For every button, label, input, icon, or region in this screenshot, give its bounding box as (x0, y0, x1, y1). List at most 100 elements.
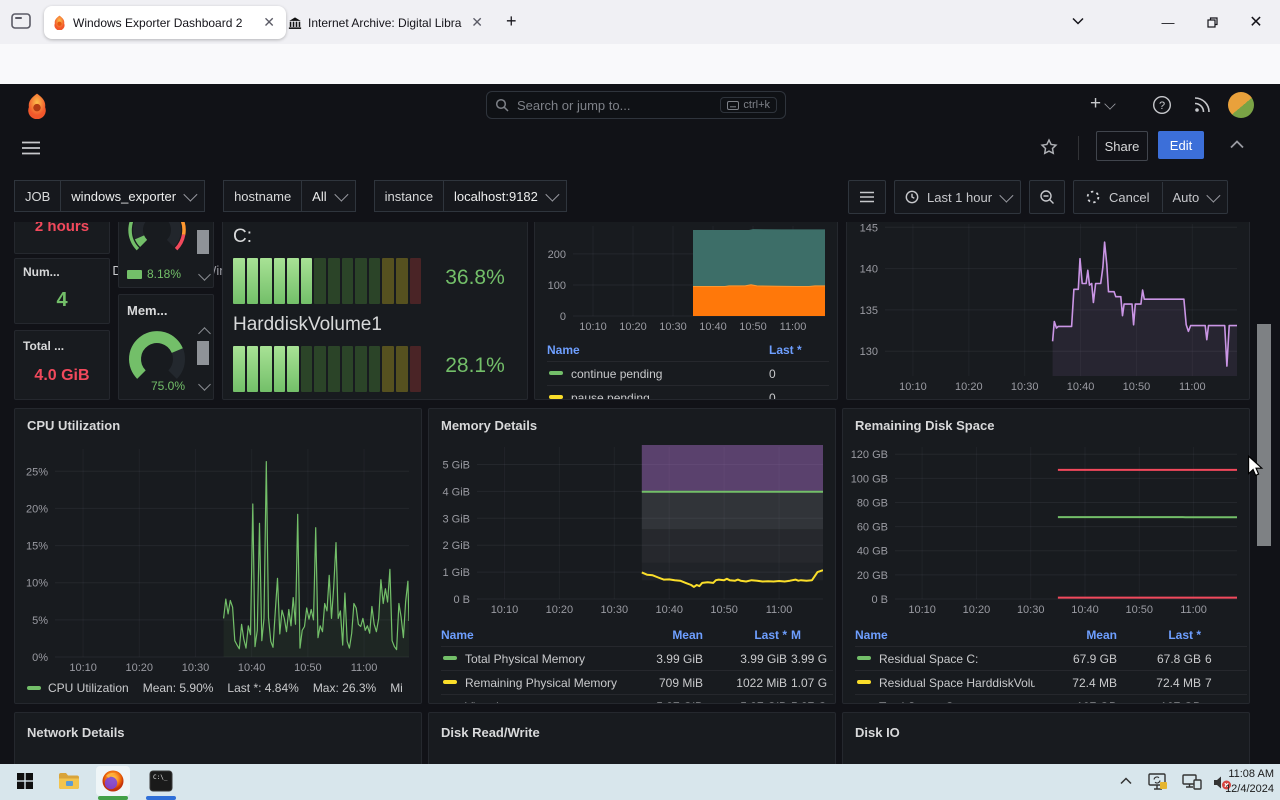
tab-close-icon[interactable]: ✕ (471, 14, 483, 30)
disk-usage-value: 36.8% (445, 266, 505, 289)
memory-details-panel[interactable]: Memory Details 10:10 10:20 10:30 10:40 10:50… (428, 408, 836, 704)
panel-scrollbar[interactable] (197, 341, 209, 365)
svg-text:1 GiB: 1 GiB (442, 567, 470, 579)
file-explorer-button[interactable] (52, 766, 86, 796)
tray-display-sync-icon[interactable] (1148, 773, 1168, 791)
disk-io-panel[interactable]: Disk IO (842, 712, 1250, 764)
legend-swatch (857, 680, 871, 685)
legend-row[interactable]: Residual Space HarddiskVolume172.4 MB72.… (855, 670, 1247, 694)
firefox-view-button[interactable] (10, 11, 32, 31)
variable-instance-select[interactable]: localhost:9182 (443, 180, 567, 212)
new-tab-button[interactable]: + (506, 11, 517, 31)
memory-chart[interactable]: 10:10 10:20 10:30 10:40 10:50 11:00 0 B 1 GiB 2 … (435, 445, 831, 619)
svg-text:2 GiB: 2 GiB (442, 540, 470, 552)
tab-list-chevron-icon[interactable] (1072, 17, 1084, 25)
share-button[interactable]: Share (1096, 131, 1148, 161)
window-maximize-button[interactable] (1190, 0, 1234, 44)
collapse-chevron-icon[interactable] (1230, 140, 1244, 149)
panel-legend[interactable]: Name Mean Last * M Total Physical Memory 3.99… (441, 623, 833, 703)
gauge-panel-memory[interactable]: Mem... 75.0% (118, 294, 214, 400)
panel-title: Total ... (23, 339, 65, 353)
variable-job-select[interactable]: windows_exporter (60, 180, 206, 212)
legend-row[interactable]: Residual Space C: 67.9 GB 67.8 GB 6 (855, 646, 1247, 670)
svg-text:200: 200 (548, 249, 566, 261)
cancel-refresh-button[interactable]: Cancel (1074, 190, 1161, 205)
disk-usage-panel[interactable]: C: 36.8% HarddiskVolume1 28.1% (222, 222, 528, 400)
network-details-panel[interactable]: Network Details (14, 712, 422, 764)
disk-space-panel[interactable]: Remaining Disk Space 10:10 10:20 10:30 10:4… (842, 408, 1250, 704)
legend-row[interactable]: pause pending 0 (547, 385, 829, 399)
disk-readwrite-panel[interactable]: Disk Read/Write (428, 712, 836, 764)
start-button[interactable] (8, 766, 42, 796)
panel-legend[interactable]: Name Mean Last * Residual Space C: 67.9 GB 67… (855, 623, 1247, 703)
user-avatar[interactable] (1228, 92, 1254, 118)
browser-tab-active[interactable]: Windows Exporter Dashboard 2 ✕ (44, 6, 286, 39)
terminal-active-indicator (146, 796, 176, 800)
led-segment (314, 346, 327, 392)
cpu-utilization-panel[interactable]: CPU Utilization 10:10 10:20 10:30 10:40 10:5… (14, 408, 422, 704)
svg-text:10:40: 10:40 (1071, 604, 1099, 616)
add-button[interactable]: + (1090, 94, 1116, 113)
legend-row[interactable]: Remaining Physical Memory 709 MiB 1022 MiB… (441, 670, 833, 694)
grafana-logo[interactable] (24, 92, 50, 119)
favorite-star-icon[interactable] (1040, 138, 1058, 156)
panel-scrollbar[interactable] (197, 230, 209, 254)
svg-text:10:10: 10:10 (69, 662, 97, 674)
firefox-taskbar-button[interactable] (96, 766, 130, 796)
help-icon[interactable]: ? (1152, 95, 1172, 115)
tab-close-icon[interactable]: ✕ (263, 14, 275, 30)
led-segment (260, 258, 272, 304)
services-panel[interactable]: 10:10 10:20 10:30 10:40 10:50 11:00 0 100 200 Na… (534, 222, 838, 400)
window-minimize-button[interactable]: — (1161, 14, 1175, 30)
terminal-taskbar-button[interactable]: C:\_ (144, 766, 178, 796)
stat-panel-num[interactable]: Num... 4 (14, 258, 110, 324)
legend-swatch (443, 656, 457, 661)
mega-menu-icon[interactable] (22, 141, 40, 155)
taskbar-clock[interactable]: 11:08 AM 12/4/2024 (1225, 767, 1274, 797)
threads-panel[interactable]: 10:10 10:20 10:30 10:40 10:50 11:00 130 135 140 1… (846, 222, 1250, 400)
svg-text:11:00: 11:00 (766, 604, 793, 616)
legend-row[interactable]: Total Physical Memory 3.99 GiB 3.99 GiB 3.9… (441, 646, 833, 670)
time-range-picker[interactable]: Last 1 hour (894, 180, 1022, 214)
zoom-out-icon[interactable] (1029, 180, 1066, 214)
legend-row[interactable]: continue pending 0 (547, 361, 829, 385)
window-close-button[interactable]: ✕ (1249, 14, 1263, 31)
services-chart[interactable]: 10:10 10:20 10:30 10:40 10:50 11:00 0 100 200 (541, 224, 833, 336)
cpu-chart[interactable]: 10:10 10:20 10:30 10:40 10:50 11:00 0% 5% 10% 15%… (21, 445, 417, 677)
panel-title: Mem... (127, 303, 168, 318)
svg-text:130: 130 (860, 346, 878, 358)
led-segment (260, 346, 272, 392)
tray-chevron-up-icon[interactable] (1120, 777, 1132, 785)
panel-title: Disk Read/Write (441, 725, 540, 740)
panel-rows-icon[interactable] (848, 180, 886, 214)
chevron-down-icon[interactable] (198, 268, 211, 281)
cpu-legend[interactable]: CPU Utilization Mean: 5.90% Last *: 4.84… (27, 681, 417, 695)
svg-text:135: 135 (860, 305, 878, 317)
gauge-panel-1[interactable]: 8.18% (118, 222, 214, 288)
disk-space-chart[interactable]: 10:10 10:20 10:30 10:40 10:50 11:00 0 B 20 GB 40… (849, 445, 1245, 619)
gauge-value: 75.0% (151, 379, 186, 393)
svg-text:4 GiB: 4 GiB (442, 486, 470, 498)
news-icon[interactable] (1192, 95, 1212, 115)
svg-text:10:20: 10:20 (963, 604, 991, 616)
refresh-interval-select[interactable]: Auto (1163, 188, 1228, 205)
threads-chart[interactable]: 10:10 10:20 10:30 10:40 10:50 11:00 130 135 140 1… (853, 222, 1245, 396)
page-scrollbar-thumb[interactable] (1257, 324, 1271, 546)
browser-tab-2[interactable]: Internet Archive: Digital Library ✕ (280, 6, 494, 39)
svg-text:0 B: 0 B (871, 594, 888, 606)
edit-button[interactable]: Edit (1158, 131, 1204, 159)
stat-panel-total[interactable]: Total ... 4.0 GiB (14, 330, 110, 400)
chevron-down-icon (333, 187, 349, 202)
led-segment (246, 346, 259, 392)
stat-panel-uptime[interactable]: 2 hours (14, 222, 110, 254)
search-input[interactable]: Search or jump to... ctrl+k (486, 91, 786, 119)
svg-text:10:10: 10:10 (579, 321, 607, 333)
panel-legend[interactable]: Name Last * continue pending 0 pause pending… (547, 338, 829, 399)
tray-volume-muted-icon[interactable] (1212, 774, 1232, 791)
legend-row[interactable]: Total Space C:107 GB107 GB (855, 694, 1247, 703)
panel-title: Network Details (27, 725, 125, 740)
led-bar-gauge (233, 258, 422, 304)
variable-hostname-select[interactable]: All (301, 180, 356, 212)
tray-network-icon[interactable] (1182, 774, 1202, 791)
